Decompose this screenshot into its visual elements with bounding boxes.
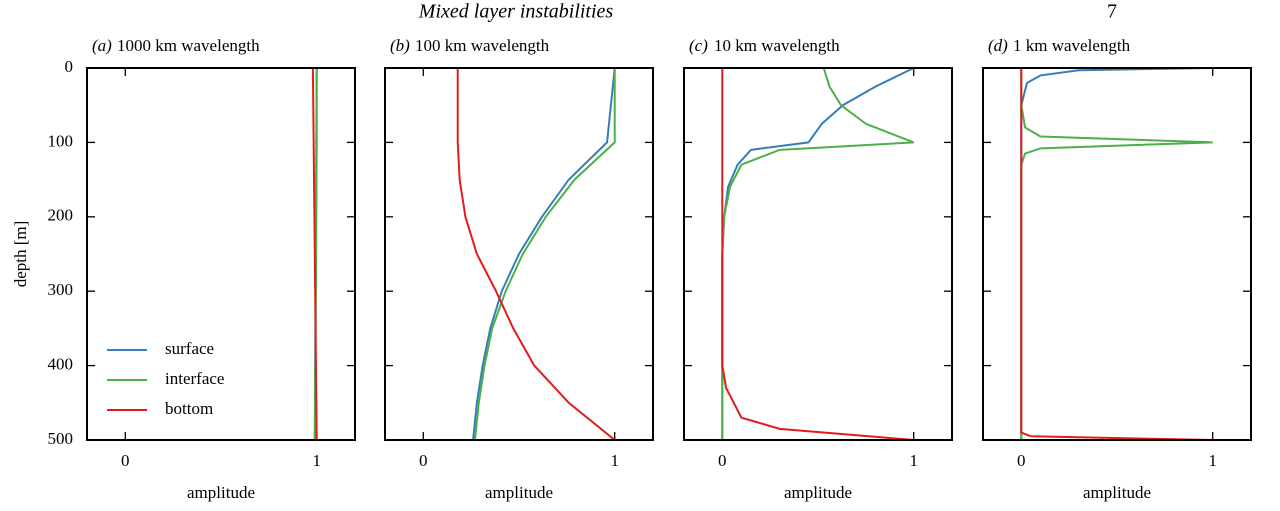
x-tick-label: 1 xyxy=(1208,451,1217,470)
series-line xyxy=(721,67,915,440)
plot-frame xyxy=(384,67,654,441)
x-axis-label: amplitude xyxy=(784,483,852,502)
y-tick-label: 500 xyxy=(48,429,74,448)
series-line xyxy=(1020,68,1213,440)
series-line xyxy=(311,67,318,441)
x-tick-label: 1 xyxy=(312,451,321,470)
series-line xyxy=(472,67,616,441)
x-tick-label: 0 xyxy=(718,451,727,470)
y-tick-label: 0 xyxy=(65,57,74,76)
x-axis-label: amplitude xyxy=(187,483,255,502)
page-title: Mixed layer instabilities xyxy=(418,1,614,23)
page-number: 7 xyxy=(1107,1,1117,23)
x-axis-label: amplitude xyxy=(1083,483,1151,502)
legend-label: interface xyxy=(165,369,224,388)
x-tick-label: 1 xyxy=(909,451,918,470)
y-tick-label: 100 xyxy=(48,131,74,150)
series-line xyxy=(721,67,915,440)
series-line xyxy=(456,68,616,441)
panel-title: 1000 km wavelength xyxy=(117,36,260,55)
panel-title: 10 km wavelength xyxy=(714,36,840,55)
series-line xyxy=(1020,67,1213,440)
x-axis-label: amplitude xyxy=(485,483,553,502)
panel-title: 1 km wavelength xyxy=(1013,36,1131,55)
x-tick-label: 0 xyxy=(121,451,130,470)
x-tick-label: 1 xyxy=(610,451,619,470)
y-tick-label: 300 xyxy=(48,280,74,299)
y-tick-label: 200 xyxy=(48,206,74,225)
series-line xyxy=(721,68,914,441)
legend-label: bottom xyxy=(165,399,213,418)
plot-frame xyxy=(982,67,1252,441)
panel-title: 100 km wavelength xyxy=(415,36,550,55)
panel-label: (b) xyxy=(390,36,410,55)
series-line xyxy=(1020,68,1213,441)
panel-label: (c) xyxy=(689,36,708,55)
panel-label: (d) xyxy=(988,36,1008,55)
panel-label: (a) xyxy=(92,36,112,55)
y-axis-label: depth [m] xyxy=(11,221,30,288)
x-tick-label: 0 xyxy=(1017,451,1026,470)
plot-frame xyxy=(683,67,953,441)
series-line xyxy=(473,68,616,441)
y-tick-label: 400 xyxy=(48,355,74,374)
plot-frame xyxy=(86,67,356,441)
x-tick-label: 0 xyxy=(419,451,428,470)
legend-label: surface xyxy=(165,339,214,358)
